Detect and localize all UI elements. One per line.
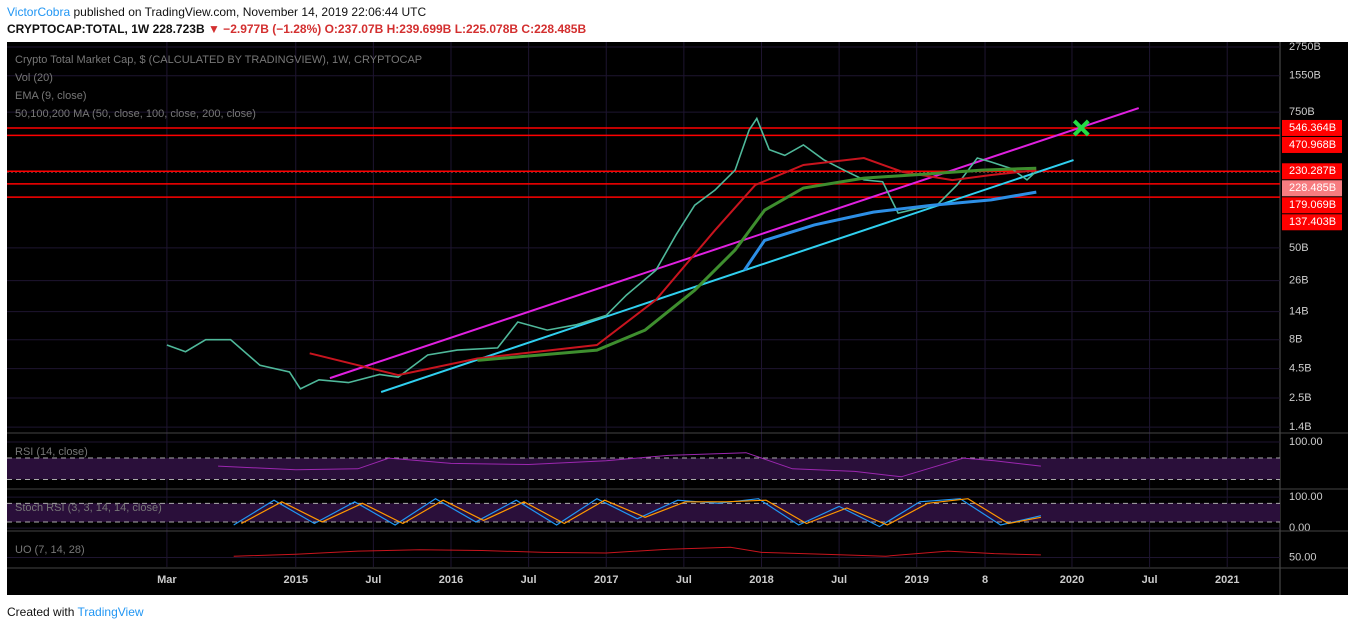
indicator-label: EMA (9, close) xyxy=(15,90,87,102)
y-tick-label: 2750B xyxy=(1289,41,1321,53)
x-tick-label: 2015 xyxy=(284,574,308,586)
level-label-box xyxy=(1282,119,1342,136)
level-label: 470.968B xyxy=(1289,139,1336,151)
x-tick-label: 2020 xyxy=(1060,574,1084,586)
level-label-box xyxy=(1282,163,1342,180)
series-line xyxy=(309,156,1037,377)
open: O:237.07B xyxy=(324,22,384,36)
series-line xyxy=(477,166,1037,362)
y-tick-label: 1550B xyxy=(1289,70,1321,82)
series-line xyxy=(233,546,1041,557)
x-tick-label: 2021 xyxy=(1215,574,1239,586)
level-label-box xyxy=(1282,180,1342,197)
indicator-label: 50,100,200 MA (50, close, 100, close, 20… xyxy=(15,108,256,120)
x-tick-label: 2017 xyxy=(594,574,618,586)
level-label: 546.364B xyxy=(1289,122,1336,134)
change: ▼ −2.977B (−1.28%) xyxy=(207,22,322,36)
series-line xyxy=(241,498,1042,526)
panel-title: Stoch RSI (3, 3, 14, 14, close) xyxy=(15,502,162,514)
marker xyxy=(1072,119,1090,137)
y-tick-label: 0.00 xyxy=(1289,522,1310,534)
x-tick-label: Jul xyxy=(521,574,537,586)
panel-title: UO (7, 14, 28) xyxy=(15,544,85,556)
level-label: 179.069B xyxy=(1289,199,1336,211)
y-tick-label: 14B xyxy=(1289,306,1309,318)
trend-line xyxy=(380,159,1074,393)
footer: Created with TradingView xyxy=(7,605,144,619)
y-tick-label: 50B xyxy=(1289,242,1309,254)
level-label-box xyxy=(1282,136,1342,153)
header: VictorCobra published on TradingView.com… xyxy=(7,4,586,38)
level-label: 137.403B xyxy=(1289,216,1336,228)
y-tick-label: 750B xyxy=(1289,106,1315,118)
x-tick-label: Mar xyxy=(157,574,177,586)
band-fill xyxy=(7,503,1280,522)
y-tick-label: 2.5B xyxy=(1289,392,1312,404)
x-tick-label: Jul xyxy=(676,574,692,586)
x-tick-label: 2016 xyxy=(439,574,463,586)
series-line xyxy=(233,497,1042,528)
last: 228.723B xyxy=(152,22,205,36)
x-tick-label: 8 xyxy=(982,574,988,586)
y-tick-label: 100.00 xyxy=(1289,491,1323,503)
series-line xyxy=(743,190,1037,272)
indicator-label: Vol (20) xyxy=(15,72,53,84)
symbol: CRYPTOCAP:TOTAL, 1W xyxy=(7,22,150,36)
trend-line xyxy=(329,107,1140,380)
level-label-box xyxy=(1282,197,1342,214)
author[interactable]: VictorCobra xyxy=(7,5,71,19)
level-label: 230.287B xyxy=(1289,165,1336,177)
y-tick-label: 26B xyxy=(1289,275,1309,287)
panel-title: Crypto Total Market Cap, $ (CALCULATED B… xyxy=(15,54,422,66)
footer-text: Created with xyxy=(7,605,75,619)
close: C:228.485B xyxy=(521,22,587,36)
y-tick-label: 50.00 xyxy=(1289,551,1317,563)
published: published on TradingView.com, November 1… xyxy=(73,5,427,19)
x-tick-label: Jul xyxy=(365,574,381,586)
y-tick-label: 100.00 xyxy=(1289,436,1323,448)
chart: Mar 2015 Jul 2016 Jul 2017 Jul 2018 Jul 2019 8 2020… xyxy=(7,41,1348,595)
series-line xyxy=(218,452,1041,478)
low: L:225.078B xyxy=(454,22,519,36)
y-tick-label: 4.5B xyxy=(1289,362,1312,374)
header-line: CRYPTOCAP:TOTAL, 1W 228.723B ▼ −2.977B (… xyxy=(7,21,586,38)
x-tick-label: Jul xyxy=(1142,574,1158,586)
header-line: VictorCobra published on TradingView.com… xyxy=(7,4,586,21)
level-label: 228.485B xyxy=(1289,182,1336,194)
high: H:239.699B xyxy=(386,22,452,36)
band-fill xyxy=(7,458,1280,480)
x-tick-label: 2019 xyxy=(904,574,928,586)
x-tick-label: 2018 xyxy=(749,574,773,586)
level-label-box xyxy=(1282,214,1342,231)
x-tick-label: Jul xyxy=(831,574,847,586)
brand[interactable]: TradingView xyxy=(77,605,144,619)
y-tick-label: 8B xyxy=(1289,334,1302,346)
panel-title: RSI (14, close) xyxy=(15,446,88,458)
y-tick-label: 1.4B xyxy=(1289,421,1312,433)
